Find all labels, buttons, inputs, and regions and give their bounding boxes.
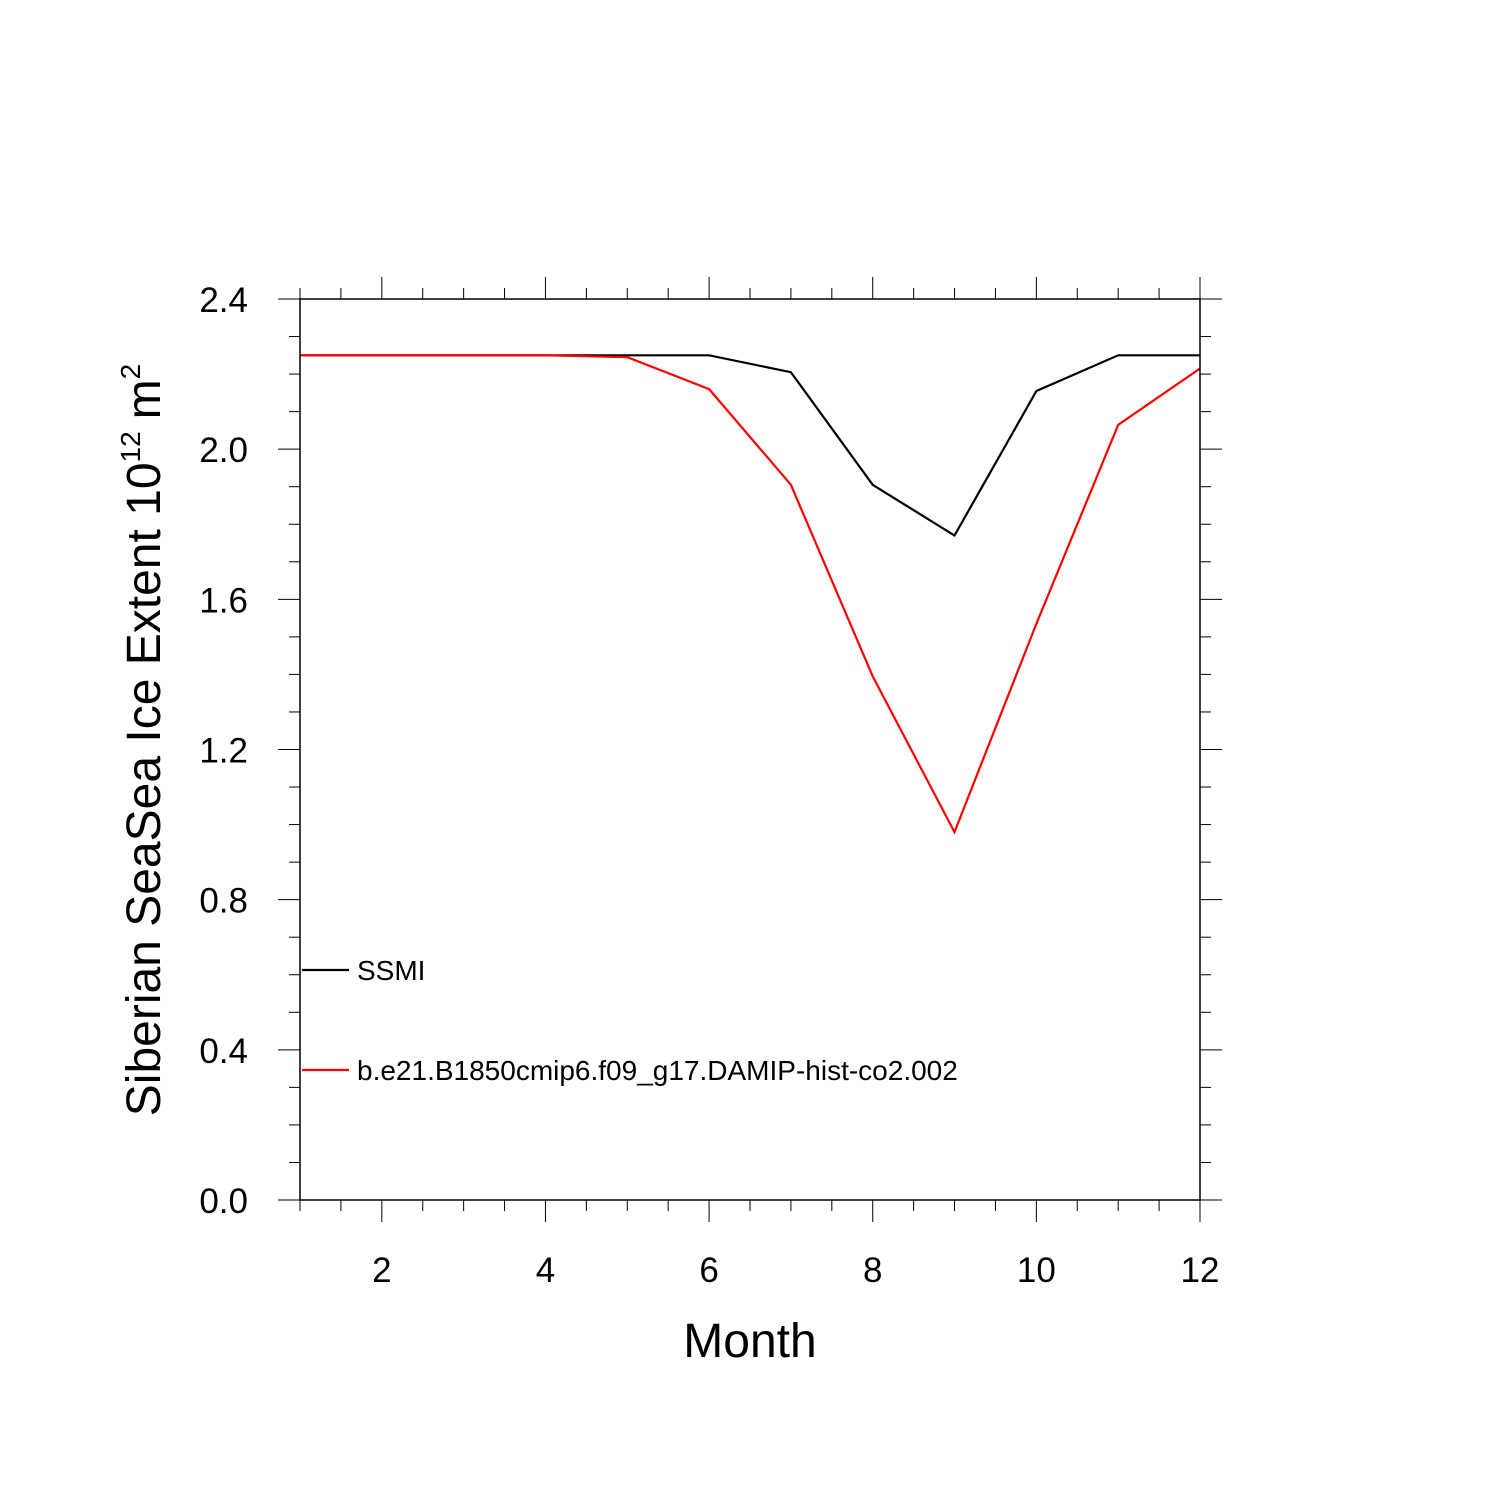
y-axis-title-exponent: 12 xyxy=(115,431,146,462)
series-lines xyxy=(300,354,1201,835)
y-tick-label: 1.6 xyxy=(199,581,248,620)
y-axis-title: Siberian SeaSea Ice Extent 1012 m2 xyxy=(115,364,171,1116)
y-axis-title-unit-exponent: 2 xyxy=(115,364,146,380)
legend: SSMI b.e21.B1850cmip6.f09_g17.DAMIP-hist-… xyxy=(302,955,958,1086)
x-tick-label: 6 xyxy=(699,1251,718,1290)
x-tick-label: 2 xyxy=(372,1251,391,1290)
series-line-2 xyxy=(300,354,1201,835)
x-tick-label: 12 xyxy=(1181,1251,1220,1290)
y-axis-title-text: Siberian SeaSea Ice Extent 10 xyxy=(118,462,171,1116)
y-axis-title-unit: m xyxy=(118,379,171,419)
axis-ticks xyxy=(278,277,1222,1222)
y-tick-label: 1.2 xyxy=(199,732,248,771)
x-tick-label: 8 xyxy=(863,1251,882,1290)
legend-label-1: SSMI xyxy=(357,955,425,986)
plot-frame xyxy=(299,298,1201,1201)
y-tick-label: 0.0 xyxy=(199,1182,248,1221)
y-tick-label: 2.0 xyxy=(199,431,248,470)
y-tick-label: 0.4 xyxy=(199,1032,248,1071)
x-tick-labels: 2 4 6 8 10 12 xyxy=(372,1251,1219,1290)
x-axis-title: Month xyxy=(683,1315,816,1368)
legend-label-2: b.e21.B1850cmip6.f09_g17.DAMIP-hist-co2.… xyxy=(357,1055,958,1086)
x-tick-label: 10 xyxy=(1017,1251,1056,1290)
x-tick-label: 4 xyxy=(536,1251,555,1290)
y-tick-labels: 0.0 0.4 0.8 1.2 1.6 2.0 2.4 xyxy=(199,281,248,1221)
y-tick-label: 2.4 xyxy=(199,281,248,320)
y-tick-label: 0.8 xyxy=(199,882,248,921)
